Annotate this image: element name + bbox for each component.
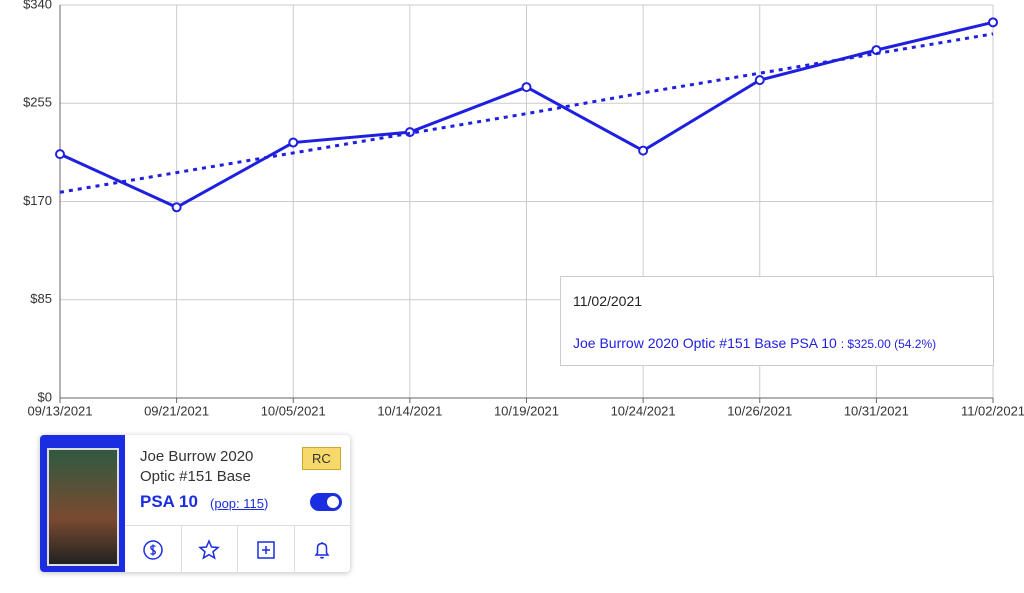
point <box>171 202 182 213</box>
point <box>288 137 299 148</box>
point <box>638 145 649 156</box>
chart: $0 $85 $170 $255 $340 09/13/2021 09/21/2021 10/… <box>23 0 1024 418</box>
x-tick-label: 10/24/2021 <box>611 403 676 418</box>
x-tick-label: 10/31/2021 <box>844 403 909 418</box>
tooltip: 11/02/2021 Joe Burrow 2020 Optic #151 Ba… <box>560 276 994 366</box>
pop-link[interactable]: pop: 115 <box>214 496 264 511</box>
star-button[interactable] <box>182 526 238 572</box>
price-button[interactable] <box>125 526 182 572</box>
point <box>521 82 532 93</box>
point <box>55 149 65 160</box>
add-button[interactable] <box>238 526 295 572</box>
tooltip-value: : $325.00 (54.2%) <box>840 337 937 351</box>
card-strip <box>40 435 125 572</box>
x-tick-label: 09/13/2021 <box>27 403 92 418</box>
y-tick-label: $0 <box>38 389 52 404</box>
card-title: Joe Burrow 2020 Optic #151 Base <box>140 448 254 485</box>
y-tick-label: $170 <box>23 193 52 208</box>
tooltip-date: 11/02/2021 <box>573 293 643 309</box>
card-image[interactable] <box>47 448 119 566</box>
pop[interactable]: (pop: 115) <box>210 496 269 511</box>
alert-button[interactable] <box>295 526 351 572</box>
badge: RC <box>302 447 341 470</box>
icon-row <box>125 525 350 572</box>
x-tick-label: 10/14/2021 <box>377 403 442 418</box>
x-tick-label: 10/05/2021 <box>261 403 326 418</box>
y-tick-label: $255 <box>23 95 52 110</box>
x-tick-label: 10/19/2021 <box>494 403 559 418</box>
x-tick-label: 11/02/2021 <box>961 403 1024 418</box>
point <box>988 17 998 28</box>
y-tick-label: $340 <box>23 0 52 11</box>
card[interactable]: Joe Burrow 2020 Optic #151 Base RC PSA 1… <box>40 435 350 572</box>
point <box>754 75 765 86</box>
x-tick-label: 09/21/2021 <box>144 403 209 418</box>
grade: PSA 10 <box>140 492 198 511</box>
tooltip-name: Joe Burrow 2020 Optic #151 Base PSA 10 <box>573 335 837 351</box>
tooltip-series: Joe Burrow 2020 Optic #151 Base PSA 10 :… <box>573 335 936 351</box>
y-tick-label: $85 <box>30 291 52 306</box>
toggle[interactable] <box>310 493 342 511</box>
x-tick-label: 10/26/2021 <box>727 403 792 418</box>
